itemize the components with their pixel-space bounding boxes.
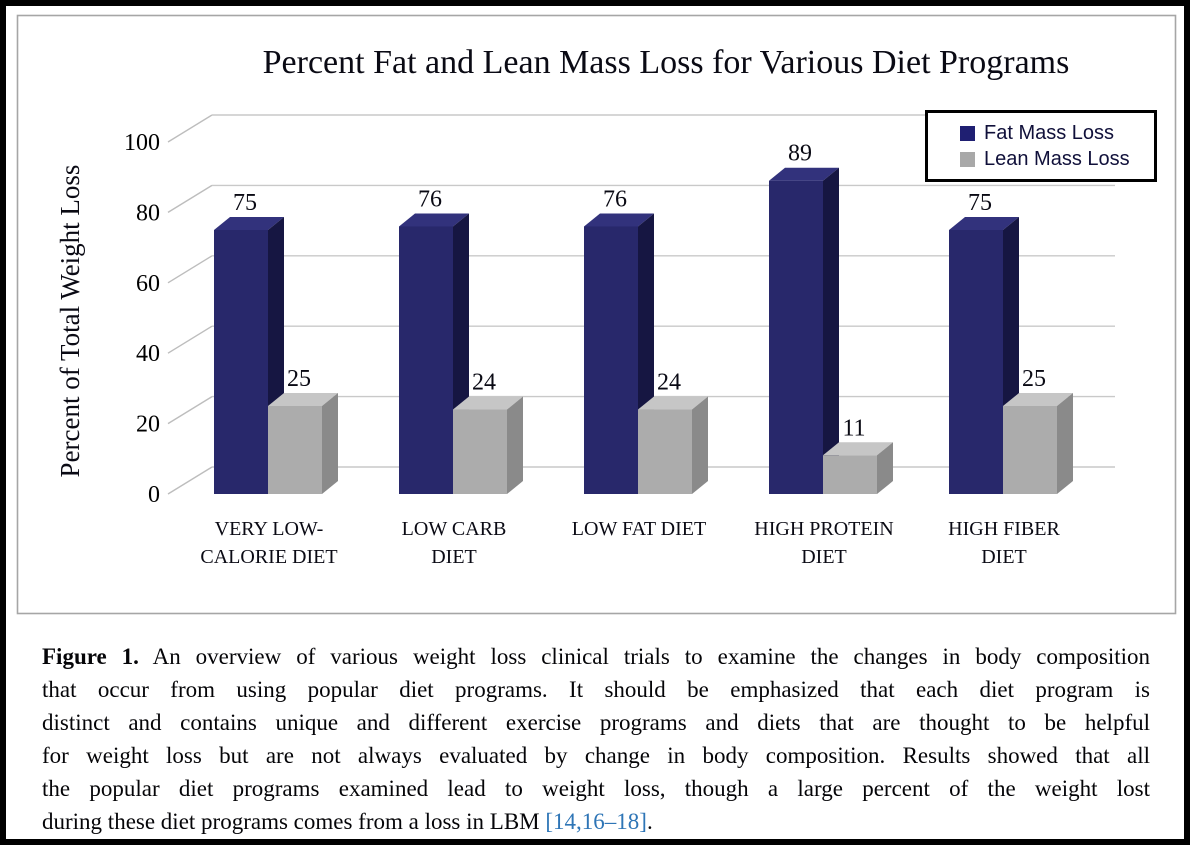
legend: Fat Mass Loss Lean Mass Loss	[925, 110, 1157, 182]
axis-depth-line	[167, 325, 213, 354]
plot-border	[16, 14, 1177, 615]
caption-line: distinct and contains unique and differe…	[42, 710, 1150, 735]
axis-depth-line	[167, 255, 213, 284]
caption-line: during these diet programs comes from a …	[42, 805, 1150, 838]
caption-text: during these diet programs comes from a …	[42, 809, 546, 834]
caption-line: for weight loss but are not always evalu…	[42, 743, 1150, 768]
bar-fat-mass-loss-low-carb-diet-value-label: 76	[418, 186, 442, 212]
legend-label: Fat Mass Loss	[984, 122, 1115, 144]
axis-depth-line	[167, 396, 213, 425]
y-tick-label-60: 60	[136, 271, 160, 297]
fat-mass-loss-swatch-icon	[960, 125, 975, 141]
bar-lean-mass-loss-high-fiber-diet-value-label: 25	[1022, 366, 1046, 392]
caption-text: .	[646, 809, 653, 834]
figure-label: Figure 1.	[42, 644, 139, 669]
axis-depth-line	[167, 466, 213, 495]
bar-lean-mass-loss-high-protein-diet	[823, 442, 893, 494]
x-category-label-low-carb-diet: LOW CARB	[402, 518, 507, 540]
x-category-label-very-low-calorie-diet: VERY LOW-	[215, 518, 324, 540]
chart-title: Percent Fat and Lean Mass Loss for Vario…	[262, 44, 1070, 81]
x-category-label-high-protein-diet: HIGH PROTEIN	[754, 518, 893, 540]
y-axis-title: Percent of Total Weight Loss	[55, 164, 85, 478]
x-category-label-high-fiber-diet: HIGH FIBER	[948, 518, 1060, 540]
legend-item-lean-mass-loss: Lean Mass Loss	[960, 149, 1154, 169]
bar-lean-mass-loss-low-carb-diet-value-label: 24	[472, 370, 496, 396]
y-tick-label-40: 40	[136, 341, 160, 367]
axis-depth-line	[167, 184, 213, 213]
bar-lean-mass-loss-low-carb-diet	[453, 396, 523, 494]
y-tick-label-0: 0	[148, 482, 160, 508]
x-category-label-high-protein-diet: DIET	[801, 546, 847, 568]
figure-caption: Figure 1. An overview of various weight …	[42, 640, 1150, 838]
legend-item-fat-mass-loss: Fat Mass Loss	[960, 123, 1154, 143]
caption-line: that occur from using popular diet progr…	[42, 677, 1150, 702]
caption-text: An overview of various weight loss clini…	[152, 644, 1151, 669]
bar-lean-mass-loss-high-fiber-diet	[1003, 393, 1073, 494]
x-category-label-very-low-calorie-diet: CALORIE DIET	[200, 546, 337, 568]
y-tick-label-20: 20	[136, 412, 160, 438]
y-tick-label-80: 80	[136, 200, 160, 226]
chart-canvas: 0 20 40 60 80 100 75 25 VERY LOW- CALORIE DIET 76 2…	[16, 14, 1177, 615]
caption-line: Figure 1. An overview of various weight …	[42, 640, 1150, 673]
x-category-label-low-carb-diet: DIET	[431, 546, 477, 568]
bar-fat-mass-loss-very-low-calorie-diet-value-label: 75	[233, 190, 257, 216]
x-category-label-low-fat-diet: LOW FAT DIET	[572, 518, 706, 540]
bar-lean-mass-loss-low-fat-diet-value-label: 24	[657, 370, 681, 396]
bar-fat-mass-loss-high-protein-diet	[769, 167, 839, 494]
lean-mass-loss-swatch-icon	[960, 151, 975, 167]
bar-fat-mass-loss-high-protein-diet-value-label: 89	[788, 141, 812, 167]
axis-depth-line	[167, 114, 213, 143]
y-tick-label-100: 100	[124, 130, 160, 156]
caption-line: the popular diet programs examined lead …	[42, 776, 1150, 801]
legend-label: Lean Mass Loss	[984, 148, 1130, 170]
bar-lean-mass-loss-very-low-calorie-diet	[268, 393, 338, 494]
bar-fat-mass-loss-high-fiber-diet-value-label: 75	[968, 190, 992, 216]
x-category-label-high-fiber-diet: DIET	[981, 546, 1027, 568]
citation-link[interactable]: [14,16–18]	[545, 809, 647, 834]
bar-lean-mass-loss-high-protein-diet-value-label: 11	[842, 415, 865, 441]
bar-fat-mass-loss-low-fat-diet-value-label: 76	[603, 186, 627, 212]
bar-lean-mass-loss-very-low-calorie-diet-value-label: 25	[287, 366, 311, 392]
bar-lean-mass-loss-low-fat-diet	[638, 396, 708, 494]
